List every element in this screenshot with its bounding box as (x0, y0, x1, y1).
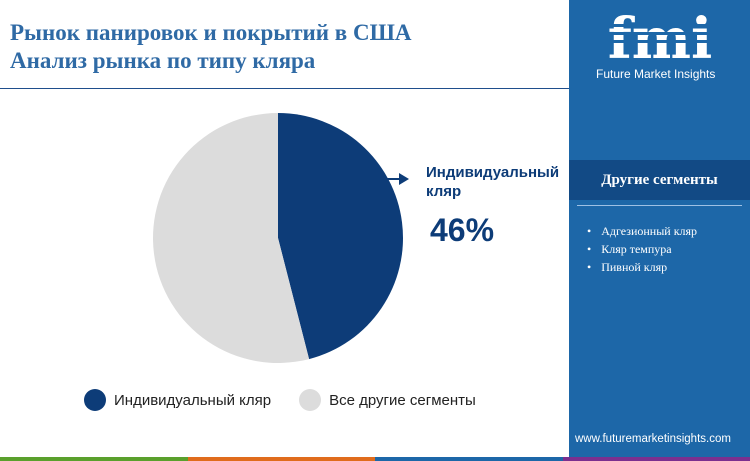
legend-label-individual: Индивидуальный кляр (114, 391, 272, 409)
title-line-1: Рынок панировок и покрытий в США (10, 20, 412, 45)
bottom-bar-segment (375, 457, 563, 461)
callout-value: 46% (430, 212, 495, 248)
segment-item: Адгезионный кляр (587, 222, 697, 240)
legend-label-others: Все другие сегменты (329, 391, 476, 409)
chart-legend: Индивидуальный кляр Все другие сегменты (84, 389, 504, 411)
callout-label: Индивидуальный кляр (426, 164, 560, 200)
other-segments-list: Адгезионный кляр Кляр темпура Пивной кля… (587, 222, 697, 276)
legend-swatch-individual (84, 389, 106, 411)
legend-item-others: Все другие сегменты (299, 389, 476, 411)
main-panel: Рынок панировок и покрытий в США Анализ … (0, 19, 569, 411)
website-link[interactable]: www.futuremarketinsights.com (575, 433, 731, 445)
title-divider (0, 88, 569, 89)
legend-item-individual: Индивидуальный кляр (84, 389, 271, 411)
title-line-2: Анализ рынка по типу кляра (10, 48, 316, 73)
legend-swatch-others (299, 389, 322, 411)
brand-name: Future Market Insights (596, 67, 716, 81)
logo-letters: fmi (608, 8, 713, 66)
fmi-logo: fmi (596, 8, 724, 66)
bottom-bar-segment (562, 457, 750, 461)
other-segments-title: Другие сегменты (569, 160, 750, 200)
segments-divider (577, 205, 742, 206)
page-title: Рынок панировок и покрытий в США Анализ … (10, 19, 411, 75)
segment-item: Пивной кляр (587, 258, 697, 276)
callout-arrow-icon (387, 173, 409, 185)
bottom-bar-segment (0, 457, 188, 461)
segment-item: Кляр темпура (587, 240, 697, 258)
pie-slice-individual (278, 113, 404, 360)
bottom-color-bar (0, 457, 750, 461)
logo-globe-icon (596, 24, 724, 43)
sidebar: fmi Future Market Insights Другие сегмен… (569, 0, 750, 461)
pie-chart (153, 113, 404, 363)
pie-slice-others (153, 113, 310, 363)
bottom-bar-segment (187, 457, 375, 461)
